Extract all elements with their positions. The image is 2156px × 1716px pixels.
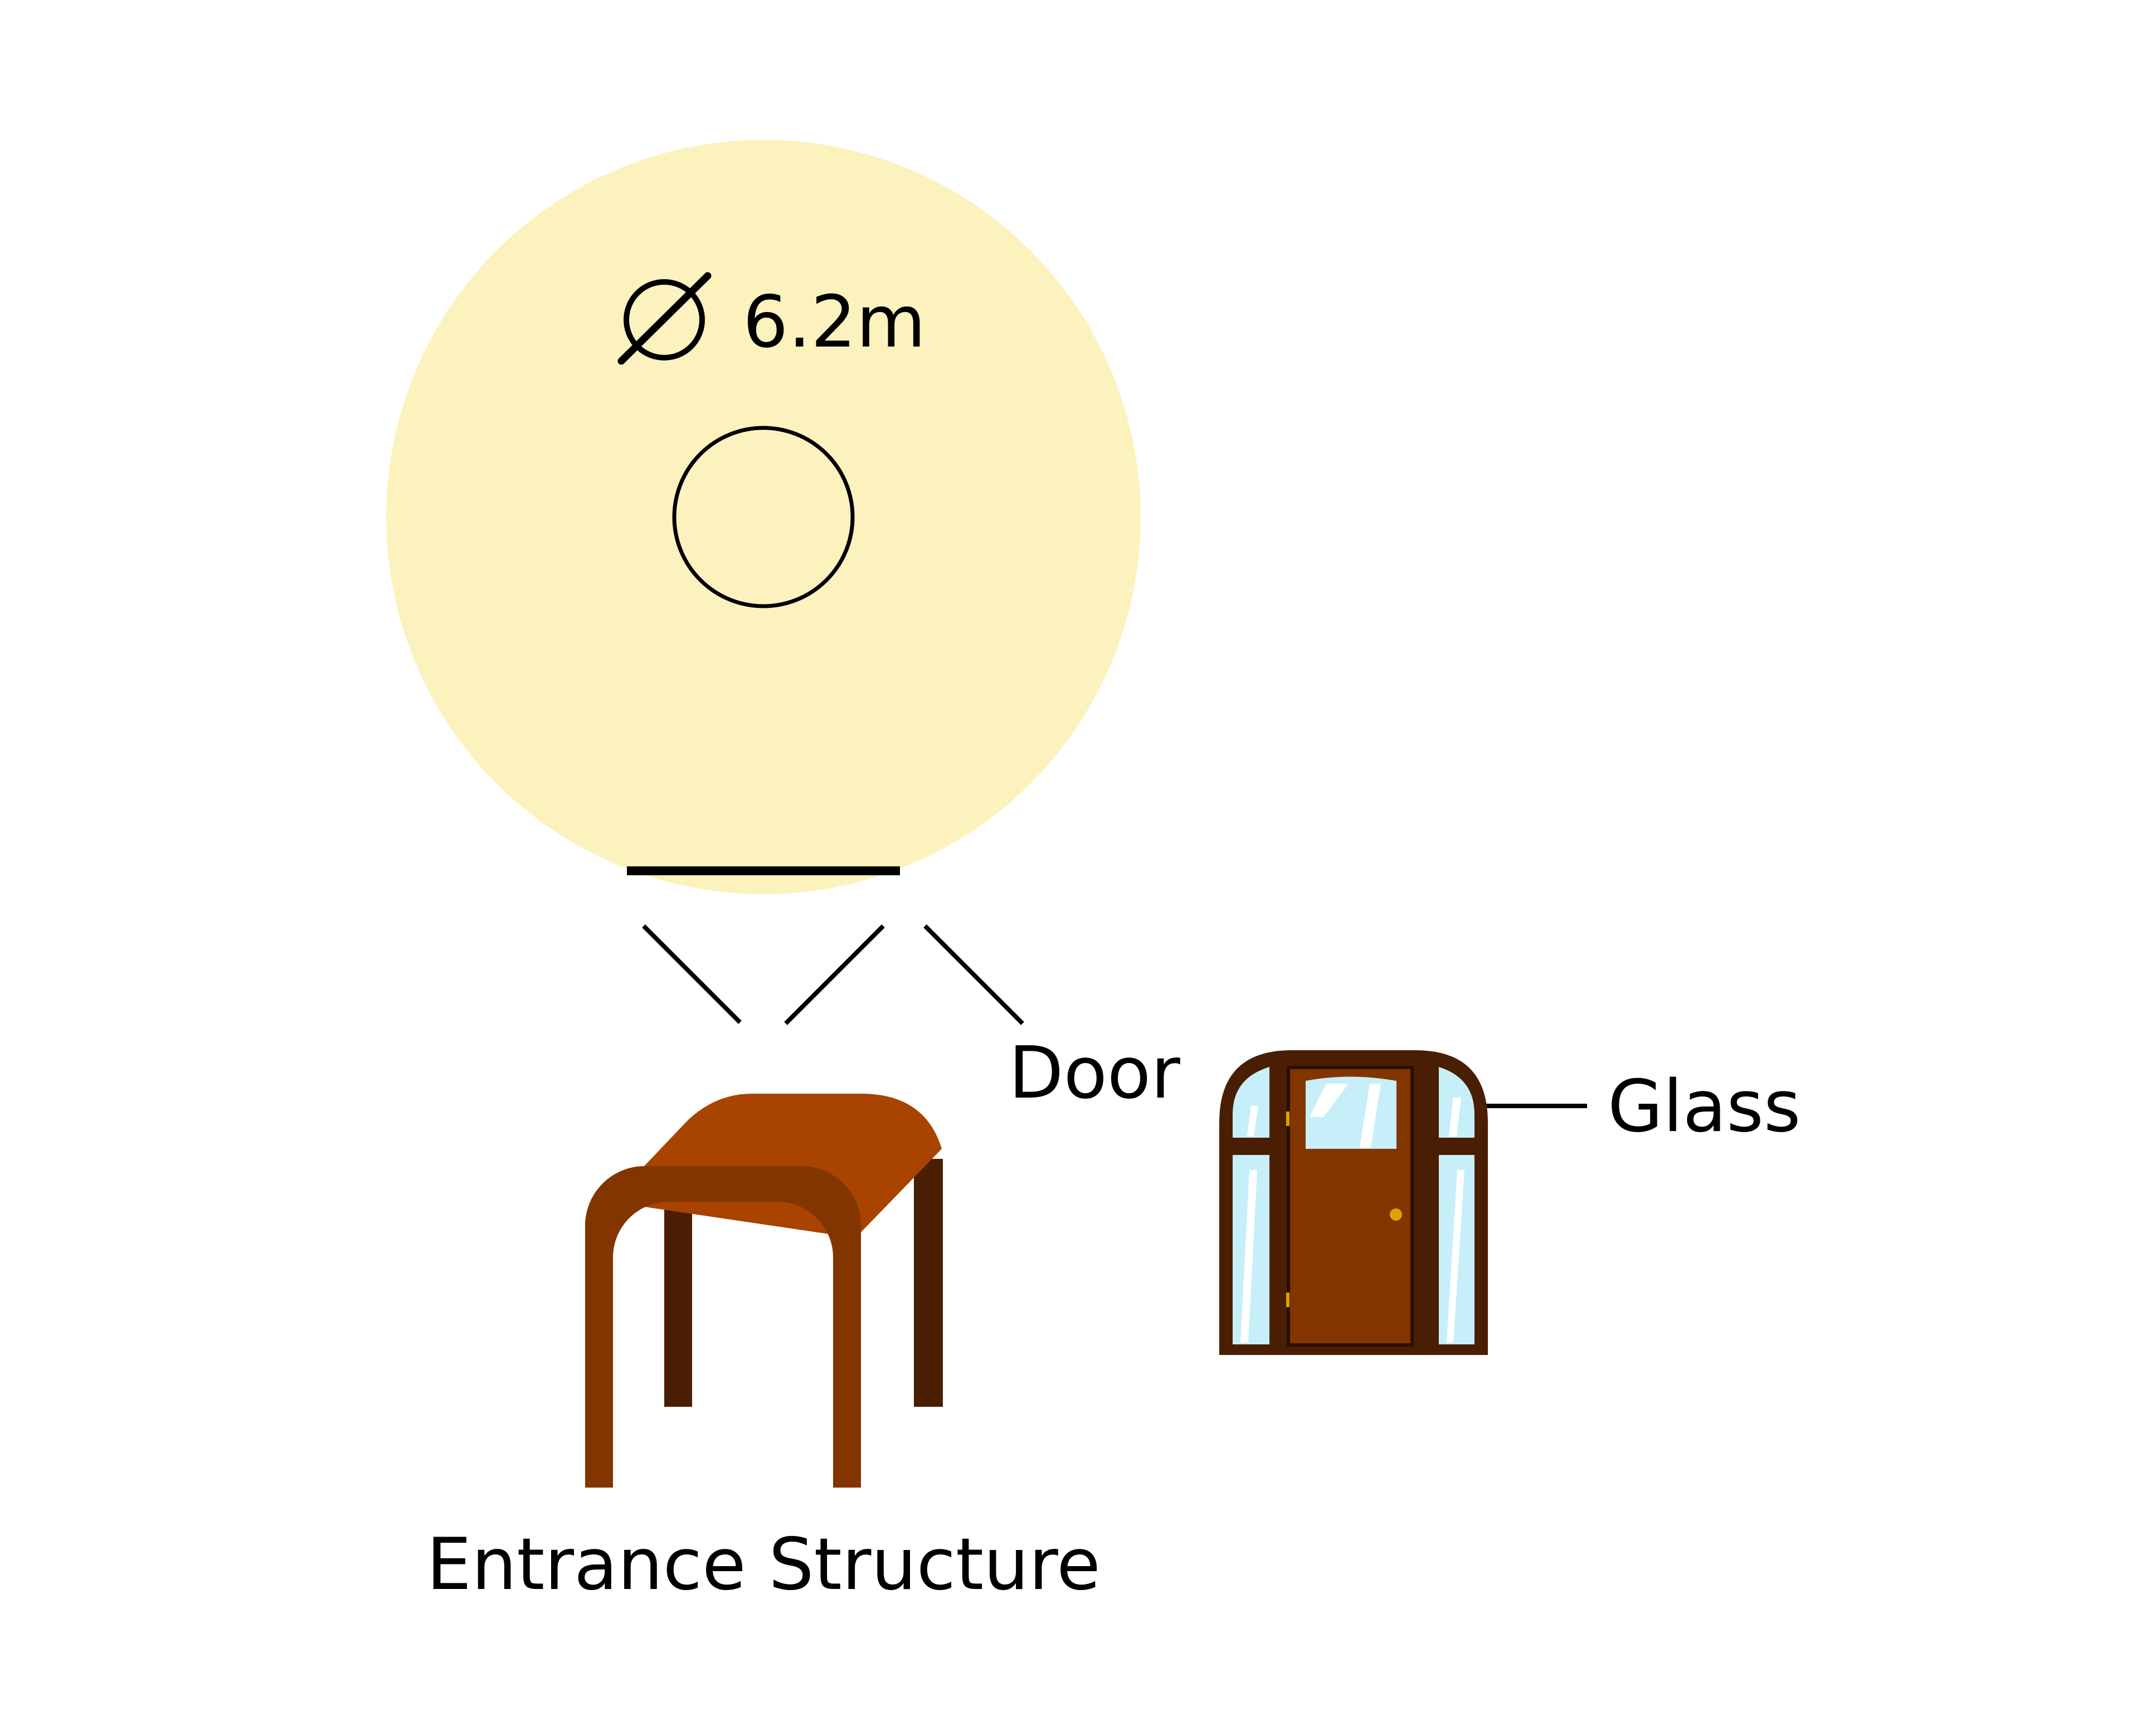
pointer-lines [642,924,1587,1108]
door-knob [1390,1208,1402,1221]
door-hinge-top [1286,1112,1289,1126]
door-icon [1219,1050,1488,1355]
glass-reflections [1240,1098,1464,1343]
structure-roof [610,1094,942,1238]
diameter-annotation: 6.2m [617,272,926,365]
diameter-symbol-icon [617,272,712,365]
plan-view [386,140,1141,894]
pointer-line-structure-right [784,924,885,1025]
door-label: Door [1009,1032,1180,1115]
door-hinge-bottom [1286,1293,1289,1307]
structure-back-leg-left [664,1192,692,1407]
entrance-structure-icon [585,1094,943,1488]
building-plan-circle [386,140,1141,894]
diameter-value: 6.2m [743,281,926,364]
entrance-structure-label: Entrance Structure [426,1523,1101,1606]
glass-panel-left-top [1233,1067,1269,1138]
inner-circle [672,426,855,608]
pointer-line-door [923,924,1024,1025]
structure-front-arch [585,1166,861,1488]
door-window-reflections [1310,1084,1381,1148]
pointer-line-structure-left [642,924,742,1024]
glass-label: Glass [1608,1065,1801,1148]
structure-back-leg-right [914,1159,943,1407]
